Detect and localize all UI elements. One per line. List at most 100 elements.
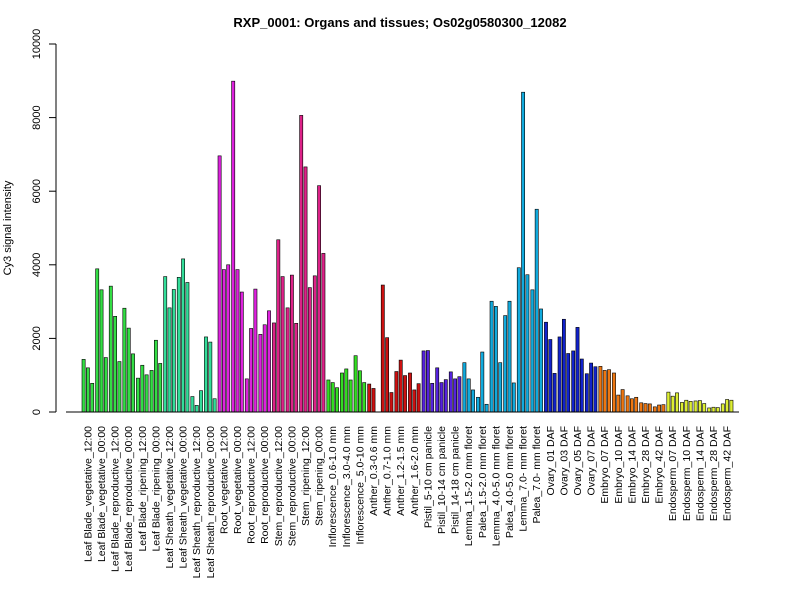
category-label: Pistil_10-14 cm panicle [436,426,448,534]
bar [661,404,666,413]
category-label: Palea_1.5-2.0 mm floret [477,426,489,538]
y-axis: 0 2000 4000 6000 8000 10000 [31,29,57,415]
bar [235,269,240,413]
category-label: Stem_ripening_12:00 [300,426,312,526]
bar [95,268,100,413]
category-label: Anther_1.2-1.5 mm [395,426,407,516]
category-label: Ovary_07 DAF [586,426,598,495]
category-labels: Leaf Blade_vegetative_12:00 Leaf Blade_ve… [82,426,733,579]
bar [367,383,372,413]
bar [593,366,598,413]
bar [226,264,231,413]
bar [389,392,394,413]
bar [548,339,553,413]
category-label: Inflorescence_5.0-10 mm [354,426,366,545]
bar [108,285,113,413]
category-label: Anther_0.3-0.6 mm [368,426,380,516]
bar [380,284,385,413]
bar [394,371,399,413]
bar [688,401,693,413]
bar [81,359,86,413]
bar [639,402,644,413]
bar [239,291,244,413]
bar [476,396,480,413]
bar [530,289,535,413]
y-tick-label: 10000 [31,29,43,60]
bar [289,274,294,413]
bar [131,353,135,413]
category-label: Leaf Blade_reproductive_00:00 [123,426,135,572]
category-label: Lemma_1.5-2.0 mm floret [463,426,475,546]
bar [571,350,576,413]
bar [643,403,648,413]
bar [675,392,679,413]
bar [525,274,530,413]
bar [534,208,539,413]
y-tick-label: 6000 [31,179,43,203]
bar [344,368,349,413]
bar [208,341,213,413]
bar [408,372,412,413]
bar [484,403,489,413]
bar [276,239,281,413]
bar [285,307,290,413]
category-label: Ovary_01 DAF [545,426,557,495]
category-label: Endosperm_10 DAF [681,426,693,521]
bar [421,350,426,413]
y-tick-label: 4000 [31,253,43,277]
bar [697,400,702,413]
bar [579,358,584,413]
bar [516,267,521,413]
bars [81,80,734,413]
bar [303,166,308,413]
category-label: Pistil_5-10 cm panicle [422,426,434,528]
bar [204,336,208,413]
bar [416,383,421,413]
bar [629,398,634,413]
y-tick-label: 8000 [31,105,43,129]
bar [657,404,662,413]
category-label: Stem_reproductive_12:00 [273,426,285,546]
bar [326,379,331,413]
bar [443,379,448,413]
bar [385,337,390,413]
y-tick-label: 0 [31,409,43,415]
category-label: Leaf Blade_vegetative_00:00 [96,426,108,562]
bar [307,287,312,413]
bar [117,361,122,413]
category-label: Palea_7.0- mm floret [531,426,543,524]
bar [684,399,689,413]
bar [90,382,95,413]
bar [598,366,603,413]
bar [190,396,195,413]
category-label: Leaf Sheath_vegetative_00:00 [178,426,190,569]
bar [620,389,625,413]
bar [398,359,403,413]
bar [321,253,326,413]
bar [725,399,730,413]
category-label: Root_reproductive_12:00 [246,426,258,544]
bar [126,327,131,413]
bar [167,307,172,413]
bar [584,373,589,413]
bar [471,389,475,413]
bar [403,375,407,413]
bar [348,379,353,413]
category-label: Leaf Blade_vegetative_12:00 [82,426,94,562]
bar [498,362,503,413]
bar [272,322,276,413]
bar [99,289,104,413]
category-label: Anther_0.7-1.0 mm [382,426,394,516]
bar [711,406,716,413]
category-label: Endosperm_42 DAF [722,426,734,521]
bar [625,395,630,413]
bar [607,369,611,413]
category-label: Inflorescence_3.0-4.0 mm [341,426,353,548]
category-label: Stem_ripening_00:00 [314,426,326,526]
bar [670,395,675,413]
category-label: Endosperm_14 DAF [694,426,706,521]
bar [199,390,203,413]
bar [544,321,548,413]
category-label: Leaf Blade_ripening_12:00 [137,426,149,552]
bar [299,115,304,413]
